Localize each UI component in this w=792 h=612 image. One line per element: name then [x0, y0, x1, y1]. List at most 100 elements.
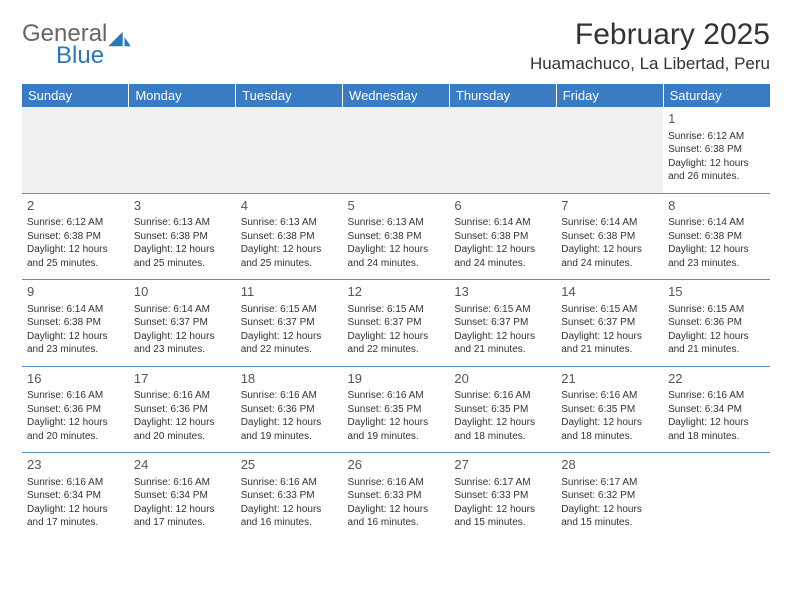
day-info: Sunrise: 6:15 AMSunset: 6:37 PMDaylight:…	[454, 303, 551, 357]
day-number: 24	[134, 456, 231, 474]
day-cell: 26 Sunrise: 6:16 AMSunset: 6:33 PMDayligh…	[343, 453, 450, 539]
week-row: 16Sunrise: 6:16 AMSunset: 6:36 PMDayligh…	[22, 367, 770, 453]
day-info: Sunrise: 6:16 AMSunset: 6:35 PMDaylight:…	[454, 389, 551, 443]
day-cell: 6Sunrise: 6:14 AMSunset: 6:38 PMDaylight…	[449, 194, 556, 280]
day-cell: 8Sunrise: 6:14 AMSunset: 6:38 PMDaylight…	[663, 194, 770, 280]
day-info: Sunrise: 6:16 AMSunset: 6:34 PMDaylight:…	[668, 389, 765, 443]
day-info: Sunrise: 6:13 AMSunset: 6:38 PMDaylight:…	[348, 216, 445, 270]
day-info: Sunrise: 6:17 AMSunset: 6:32 PMDaylight:…	[561, 476, 658, 530]
day-number: 1	[668, 110, 765, 128]
day-number: 9	[27, 283, 124, 301]
day-info: Sunrise: 6:14 AMSunset: 6:37 PMDaylight:…	[134, 303, 231, 357]
day-number: 16	[27, 370, 124, 388]
empty-cell	[449, 107, 556, 193]
day-cell: 21Sunrise: 6:16 AMSunset: 6:35 PMDayligh…	[556, 367, 663, 453]
day-info: Sunrise: 6:15 AMSunset: 6:37 PMDaylight:…	[561, 303, 658, 357]
location: Huamachuco, La Libertad, Peru	[530, 54, 770, 74]
empty-cell	[22, 107, 129, 193]
day-cell: 13 Sunrise: 6:15 AMSunset: 6:37 PMDayligh…	[449, 280, 556, 366]
day-cell: 19Sunrise: 6:16 AMSunset: 6:35 PMDayligh…	[343, 367, 450, 453]
day-header-thursday: Thursday	[449, 84, 556, 107]
day-info: Sunrise: 6:16 AMSunset: 6:35 PMDaylight:…	[561, 389, 658, 443]
day-cell: 22Sunrise: 6:16 AMSunset: 6:34 PMDayligh…	[663, 367, 770, 453]
day-cell: 1 Sunrise: 6:12 AMSunset: 6:38 PMDaylight…	[663, 107, 770, 193]
day-number: 4	[241, 197, 338, 215]
day-cell: 25Sunrise: 6:16 AMSunset: 6:33 PMDayligh…	[236, 453, 343, 539]
day-number: 7	[561, 197, 658, 215]
day-number: 15	[668, 283, 765, 301]
day-info: Sunrise: 6:15 AMSunset: 6:37 PMDaylight:…	[348, 303, 445, 357]
day-cell: 14 Sunrise: 6:15 AMSunset: 6:37 PMDayligh…	[556, 280, 663, 366]
day-header-tuesday: Tuesday	[236, 84, 343, 107]
day-header-saturday: Saturday	[663, 84, 770, 107]
day-number: 10	[134, 283, 231, 301]
day-info: Sunrise: 6:14 AMSunset: 6:38 PMDaylight:…	[561, 216, 658, 270]
week-row: 1 Sunrise: 6:12 AMSunset: 6:38 PMDaylight…	[22, 107, 770, 193]
day-cell: 15 Sunrise: 6:15 AMSunset: 6:36 PMDayligh…	[663, 280, 770, 366]
day-cell: 2Sunrise: 6:12 AMSunset: 6:38 PMDaylight…	[22, 194, 129, 280]
day-info: Sunrise: 6:14 AMSunset: 6:38 PMDaylight:…	[27, 303, 124, 357]
empty-cell	[236, 107, 343, 193]
day-number: 13	[454, 283, 551, 301]
day-cell: 7Sunrise: 6:14 AMSunset: 6:38 PMDaylight…	[556, 194, 663, 280]
day-cell: 5Sunrise: 6:13 AMSunset: 6:38 PMDaylight…	[343, 194, 450, 280]
day-info: Sunrise: 6:16 AMSunset: 6:36 PMDaylight:…	[27, 389, 124, 443]
month-title: February 2025	[530, 18, 770, 52]
day-info: Sunrise: 6:16 AMSunset: 6:34 PMDaylight:…	[134, 476, 231, 530]
day-number: 8	[668, 197, 765, 215]
day-header-wednesday: Wednesday	[343, 84, 450, 107]
day-number: 25	[241, 456, 338, 474]
day-cell: 24 Sunrise: 6:16 AMSunset: 6:34 PMDayligh…	[129, 453, 236, 539]
empty-cell	[343, 107, 450, 193]
title-block: February 2025 Huamachuco, La Libertad, P…	[530, 18, 770, 74]
day-cell: 10 Sunrise: 6:14 AMSunset: 6:37 PMDayligh…	[129, 280, 236, 366]
day-number: 28	[561, 456, 658, 474]
day-header-monday: Monday	[129, 84, 236, 107]
day-info: Sunrise: 6:16 AMSunset: 6:36 PMDaylight:…	[134, 389, 231, 443]
day-number: 3	[134, 197, 231, 215]
day-info: Sunrise: 6:16 AMSunset: 6:35 PMDaylight:…	[348, 389, 445, 443]
day-number: 22	[668, 370, 765, 388]
day-number: 12	[348, 283, 445, 301]
day-info: Sunrise: 6:16 AMSunset: 6:33 PMDaylight:…	[348, 476, 445, 530]
day-info: Sunrise: 6:16 AMSunset: 6:36 PMDaylight:…	[241, 389, 338, 443]
day-cell: 27Sunrise: 6:17 AMSunset: 6:33 PMDayligh…	[449, 453, 556, 539]
empty-cell	[556, 107, 663, 193]
day-info: Sunrise: 6:14 AMSunset: 6:38 PMDaylight:…	[668, 216, 765, 270]
day-info: Sunrise: 6:17 AMSunset: 6:33 PMDaylight:…	[454, 476, 551, 530]
day-info: Sunrise: 6:14 AMSunset: 6:38 PMDaylight:…	[454, 216, 551, 270]
day-number: 26	[348, 456, 445, 474]
day-cell: 16Sunrise: 6:16 AMSunset: 6:36 PMDayligh…	[22, 367, 129, 453]
empty-cell	[129, 107, 236, 193]
day-number: 19	[348, 370, 445, 388]
day-cell: 17Sunrise: 6:16 AMSunset: 6:36 PMDayligh…	[129, 367, 236, 453]
day-info: Sunrise: 6:15 AMSunset: 6:36 PMDaylight:…	[668, 303, 765, 357]
day-info: Sunrise: 6:12 AMSunset: 6:38 PMDaylight:…	[27, 216, 124, 270]
week-row: 2Sunrise: 6:12 AMSunset: 6:38 PMDaylight…	[22, 194, 770, 280]
day-number: 2	[27, 197, 124, 215]
day-info: Sunrise: 6:13 AMSunset: 6:38 PMDaylight:…	[241, 216, 338, 270]
day-number: 18	[241, 370, 338, 388]
day-number: 17	[134, 370, 231, 388]
week-row: 9 Sunrise: 6:14 AMSunset: 6:38 PMDaylight…	[22, 280, 770, 366]
day-cell: 18Sunrise: 6:16 AMSunset: 6:36 PMDayligh…	[236, 367, 343, 453]
day-number: 23	[27, 456, 124, 474]
day-cell: 9 Sunrise: 6:14 AMSunset: 6:38 PMDaylight…	[22, 280, 129, 366]
day-cell: 3Sunrise: 6:13 AMSunset: 6:38 PMDaylight…	[129, 194, 236, 280]
day-number: 21	[561, 370, 658, 388]
day-cell: 4Sunrise: 6:13 AMSunset: 6:38 PMDaylight…	[236, 194, 343, 280]
day-info: Sunrise: 6:16 AMSunset: 6:34 PMDaylight:…	[27, 476, 124, 530]
calendar-header-row: SundayMondayTuesdayWednesdayThursdayFrid…	[22, 84, 770, 107]
day-number: 14	[561, 283, 658, 301]
day-header-sunday: Sunday	[22, 84, 129, 107]
day-cell: 28 Sunrise: 6:17 AMSunset: 6:32 PMDayligh…	[556, 453, 663, 539]
day-number: 20	[454, 370, 551, 388]
day-number: 6	[454, 197, 551, 215]
header: GeneralBlue February 2025 Huamachuco, La…	[22, 18, 770, 74]
empty-cell	[663, 453, 770, 539]
day-number: 11	[241, 283, 338, 301]
day-cell: 23 Sunrise: 6:16 AMSunset: 6:34 PMDayligh…	[22, 453, 129, 539]
day-info: Sunrise: 6:12 AMSunset: 6:38 PMDaylight:…	[668, 130, 765, 184]
week-row: 23 Sunrise: 6:16 AMSunset: 6:34 PMDayligh…	[22, 453, 770, 539]
logo-sail-icon	[108, 30, 132, 48]
